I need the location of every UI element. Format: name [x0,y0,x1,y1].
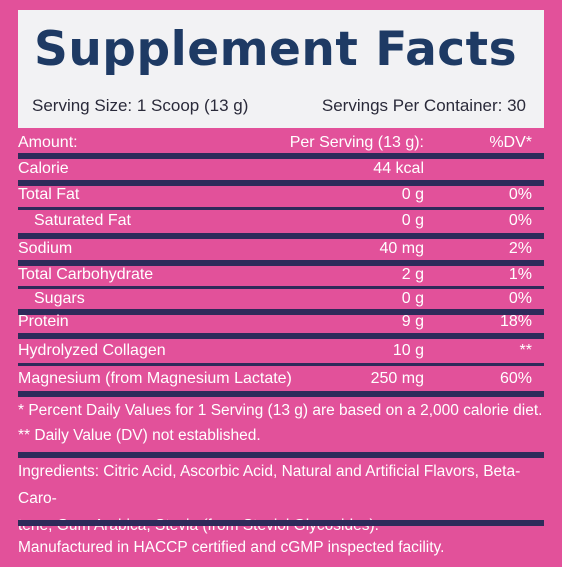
table-row: Calorie 44 kcal [18,157,544,181]
table-row: Total Carbohydrate 2 g 1% [18,263,544,287]
servings-per-container: Servings Per Container: 30 [321,96,526,115]
header-divider [18,153,544,159]
nutrient-dv: 2% [508,240,532,257]
nutrient-dv: 18% [499,313,532,330]
nutrient-name: Magnesium (from Magnesium Lactate) [18,370,292,387]
nutrient-dv: ** [519,342,532,359]
dv-not-established-footnote: ** Daily Value (DV) not established. [18,427,261,444]
row-divider [18,309,544,315]
nutrient-dv: 0% [508,290,532,307]
column-amount: Amount: [18,134,78,151]
row-divider [18,333,544,339]
nutrient-amount: 0 g [401,186,424,203]
table-header-row: Amount: Per Serving (13 g): %DV* [18,131,544,155]
nutrient-amount: 9 g [401,313,424,330]
column-dv: %DV* [489,134,532,151]
nutrient-amount: 44 kcal [373,160,424,177]
row-divider [18,286,544,289]
table-row: Hydrolyzed Collagen 10 g ** [18,339,544,363]
table-row: Protein 9 g 18% [18,310,544,334]
nutrient-name: Calorie [18,160,69,177]
nutrient-name: Sugars [34,290,85,307]
table-bottom-divider [18,391,544,397]
table-row: Sugars 0 g 0% [18,287,544,311]
table-row: Saturated Fat 0 g 0% [18,209,544,233]
nutrient-name: Total Carbohydrate [18,266,154,283]
ingredients-line-1: Ingredients: Citric Acid, Ascorbic Acid,… [18,463,521,507]
footnote-divider [18,452,544,458]
nutrient-amount: 250 mg [370,370,424,387]
nutrient-dv: 1% [508,266,532,283]
nutrient-amount: 0 g [401,290,424,307]
nutrient-amount: 2 g [401,266,424,283]
title-box: Supplement Facts Serving Size: 1 Scoop (… [18,10,544,128]
row-divider [18,363,544,366]
nutrient-dv: 0% [508,212,532,229]
dv-footnote: * Percent Daily Values for 1 Serving (13… [18,402,543,419]
nutrient-amount: 40 mg [379,240,424,257]
row-divider [18,260,544,266]
nutrient-amount: 0 g [401,212,424,229]
nutrient-amount: 10 g [392,342,424,359]
row-divider [18,180,544,186]
column-per-serving: Per Serving (13 g): [289,134,424,151]
nutrient-name: Protein [18,313,69,330]
nutrient-name: Hydrolyzed Collagen [18,342,166,359]
serving-size: Serving Size: 1 Scoop (13 g) [32,96,249,115]
row-divider [18,207,544,210]
table-row: Sodium 40 mg 2% [18,237,544,261]
nutrient-name: Sodium [18,240,73,257]
nutrient-dv: 0% [508,186,532,203]
row-divider [18,233,544,239]
nutrient-name: Saturated Fat [34,212,131,229]
label-title: Supplement Facts [34,22,518,77]
table-row: Magnesium (from Magnesium Lactate) 250 m… [18,367,544,391]
ingredients: Ingredients: Citric Acid, Ascorbic Acid,… [18,458,538,539]
table-row: Total Fat 0 g 0% [18,183,544,207]
manufacturing-statement: Manufactured in HACCP certified and cGMP… [18,539,445,556]
nutrient-dv: 60% [499,370,532,387]
nutrient-name: Total Fat [18,186,80,203]
ingredients-divider [18,520,544,526]
